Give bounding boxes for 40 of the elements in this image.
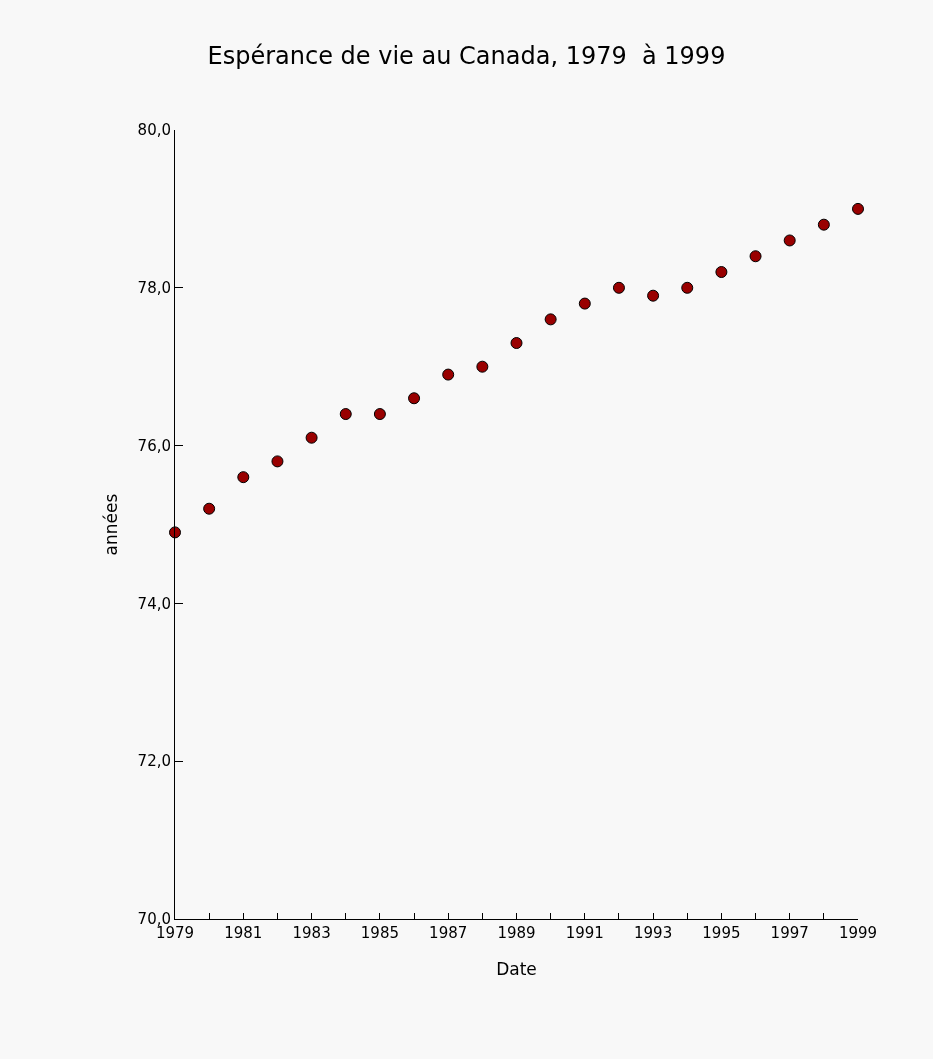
y-tick-label: 72,0 bbox=[137, 752, 171, 771]
point bbox=[647, 289, 660, 302]
point bbox=[476, 360, 489, 373]
y-tick-label: 76,0 bbox=[137, 436, 171, 455]
y-tick-label: 80,0 bbox=[137, 121, 171, 140]
point bbox=[544, 313, 557, 326]
point bbox=[408, 392, 421, 405]
point bbox=[681, 281, 694, 294]
x-tick-label: 1999 bbox=[838, 924, 878, 942]
y-tick-label: 74,0 bbox=[137, 594, 171, 613]
x-tick-label: 1993 bbox=[634, 924, 673, 942]
x-tick-label: 1987 bbox=[429, 924, 468, 942]
point bbox=[715, 266, 728, 279]
x-tick-label: 1989 bbox=[497, 924, 536, 942]
x-axis-title: Date bbox=[496, 959, 537, 980]
point bbox=[578, 297, 591, 310]
point bbox=[271, 455, 284, 468]
x-tick-label: 1981 bbox=[224, 924, 263, 942]
point bbox=[817, 218, 830, 231]
point bbox=[749, 250, 762, 263]
y-tick-label: 78,0 bbox=[137, 279, 171, 298]
point bbox=[169, 526, 181, 539]
chart-title: Espérance de vie au Canada, 1979 à 1999 bbox=[207, 42, 726, 71]
point bbox=[373, 408, 386, 421]
x-tick-label: 1985 bbox=[360, 924, 399, 942]
point bbox=[442, 368, 455, 381]
point bbox=[852, 202, 864, 215]
x-tick-label: 1983 bbox=[292, 924, 331, 942]
point bbox=[510, 337, 523, 350]
x-tick-label: 1997 bbox=[770, 924, 809, 942]
point bbox=[339, 408, 352, 421]
y-axis-title: années bbox=[101, 493, 122, 556]
x-tick-label: 1991 bbox=[565, 924, 604, 942]
point bbox=[237, 471, 250, 484]
x-tick-label: 1979 bbox=[155, 924, 195, 942]
x-tick-label: 1995 bbox=[702, 924, 741, 942]
point bbox=[203, 502, 216, 515]
point bbox=[612, 281, 625, 294]
point bbox=[783, 234, 796, 247]
point bbox=[305, 431, 318, 444]
